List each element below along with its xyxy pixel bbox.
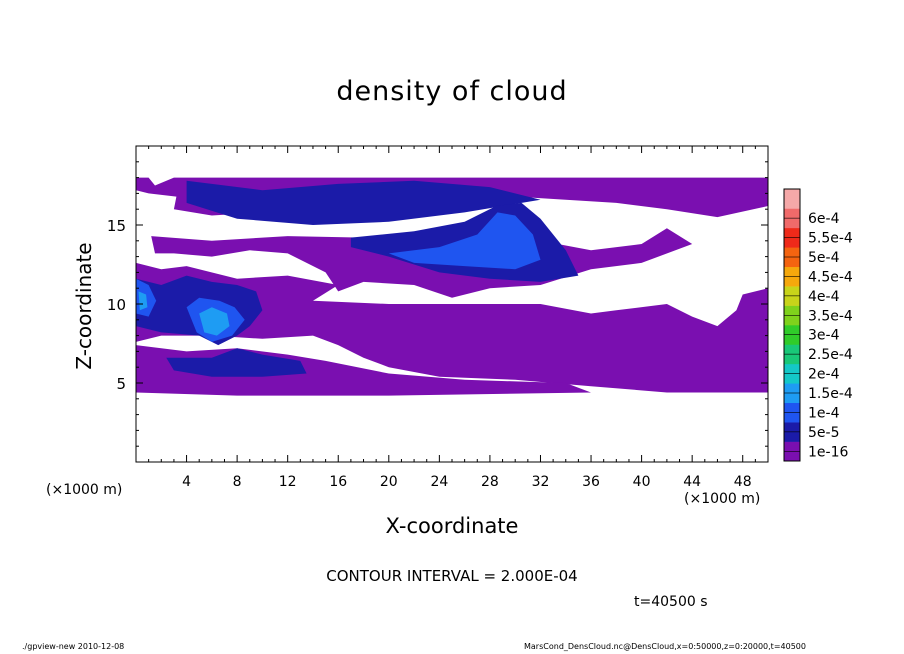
x-tick-label: 28 [481,474,499,490]
x-tick-label: 16 [329,474,347,490]
x-tick-label: 32 [532,474,550,490]
colorbar-label: 5e-4 [808,250,840,266]
y-tick-label: 15 [107,217,126,235]
contour-region-8 [388,212,541,270]
x-axis-label: X-coordinate [385,514,519,538]
time-label: t=40500 s [634,594,708,610]
colorbar-label: 4.5e-4 [808,269,853,285]
colorbar-label: 1e-16 [808,444,848,460]
colorbar-label: 6e-4 [808,211,840,227]
contour-region-7 [166,348,307,377]
x-tick-label: 20 [380,474,398,490]
colorbar-label: 2.5e-4 [808,347,853,363]
colorbar-label: 2e-4 [808,367,840,383]
colorbar-label: 1e-4 [808,405,840,421]
x-tick-label: 12 [279,474,297,490]
y-axis-ticks: 5 10 15 [107,161,768,447]
contour-regions [136,177,768,396]
contour-region-12 [138,291,148,311]
x-tick-label: 4 [182,474,191,490]
colorbar-label: 5e-5 [808,425,839,441]
x-axis-unit-left: (×1000 m) [46,482,123,498]
contour-region-11 [199,307,230,336]
x-tick-label: 48 [734,474,752,490]
contour-region-2 [136,262,768,393]
colorbar-label: 3.5e-4 [808,308,853,324]
colorbar-frame [783,188,801,462]
contour-interval-label: CONTOUR INTERVAL = 2.000E-04 [326,567,578,585]
footer-file-info: MarsCond_DensCloud.nc@DensCloud,x=0:5000… [524,642,806,651]
colorbar-label: 3e-4 [808,328,840,344]
chart-title: density of cloud [336,76,568,107]
y-tick-label: 5 [116,375,126,393]
colorbar-label: 1.5e-4 [808,386,853,402]
contour-region-4 [186,180,541,225]
x-tick-label: 40 [633,474,651,490]
x-axis-unit-right: (×1000 m) [684,491,761,507]
colorbar-label: 4e-4 [808,289,840,305]
x-tick-label: 8 [233,474,242,490]
y-tick-label: 10 [107,296,126,314]
footer-program-info: ./gpview-new 2010-12-08 [22,642,125,651]
colorbar-swatch [784,189,800,209]
x-tick-label: 36 [582,474,600,490]
x-axis-ticks: 4 8 12 16 20 24 28 32 36 40 44 48 [148,146,756,490]
colorbar-label: 5.5e-4 [808,231,853,247]
x-tick-label: 24 [430,474,448,490]
colorbar: 1e-16 5e-5 1e-4 1.5e-4 2e-4 2.5e-4 3e-4 3.5e-4 4… [783,188,853,462]
x-tick-label: 44 [683,474,701,490]
